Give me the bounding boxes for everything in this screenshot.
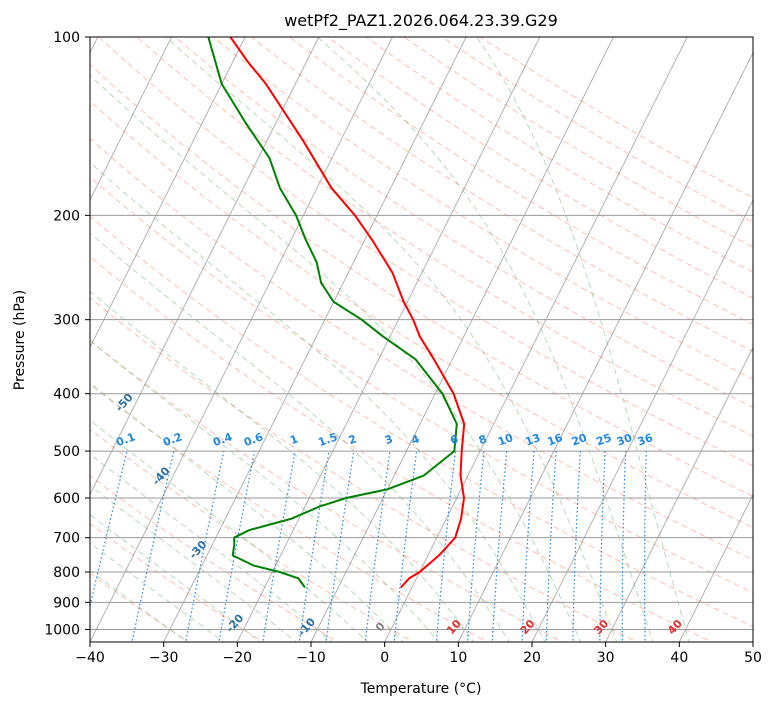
y-tick-label: 700 xyxy=(53,531,80,547)
mixing-ratio-line xyxy=(81,451,127,644)
dry-adiabat xyxy=(0,37,642,644)
y-axis-label: Pressure (hPa) xyxy=(12,290,28,390)
dry-adiabat xyxy=(0,37,193,644)
isotherm-line xyxy=(606,37,775,642)
isotherm-line xyxy=(90,37,393,642)
mixing-ratio-line xyxy=(326,451,354,644)
x-tick-label: 40 xyxy=(670,650,688,666)
dry-adiabat xyxy=(23,37,775,644)
isotherm-line xyxy=(679,37,775,642)
dry-adiabat xyxy=(0,37,342,644)
mixing-ratio-line xyxy=(492,451,507,644)
mixing-ratio-label: 0.4 xyxy=(211,430,234,449)
y-tick-label: 200 xyxy=(53,208,80,224)
dry-adiabat xyxy=(480,37,775,644)
moist-adiabat xyxy=(477,37,690,644)
dewpoint-profile xyxy=(208,37,456,588)
mixing-ratio-label: 6 xyxy=(448,432,460,447)
isotherm-line xyxy=(458,37,760,642)
isotherm-line xyxy=(385,37,688,642)
y-tick-label: 900 xyxy=(53,595,80,611)
isotherm-line xyxy=(0,37,245,642)
moist-adiabat xyxy=(0,37,476,644)
mixing-ratio-label: 2 xyxy=(347,432,359,447)
x-tick-label: −30 xyxy=(149,650,179,666)
isotherm-line xyxy=(753,37,775,642)
mixing-ratio-label: 0.1 xyxy=(114,430,137,449)
dry-adiabat xyxy=(0,37,267,644)
y-tick-label: 600 xyxy=(53,491,80,507)
x-tick-label: −10 xyxy=(296,650,326,666)
dry-adiabat xyxy=(0,37,567,644)
moist-adiabat xyxy=(0,37,263,644)
isotherm-label: 0 xyxy=(373,620,388,635)
mixing-ratio-line xyxy=(262,451,295,644)
x-tick-label: −20 xyxy=(223,650,253,666)
temperature-profile xyxy=(230,37,464,588)
mixing-ratio-label: 1.5 xyxy=(316,430,339,449)
mixing-ratio-label: 20 xyxy=(570,431,589,449)
mixing-ratio-label: 16 xyxy=(546,431,565,449)
x-axis-label: Temperature (°C) xyxy=(360,681,482,697)
y-tick-label: 800 xyxy=(53,565,80,581)
dry-adiabat xyxy=(0,37,492,644)
mixing-ratio-label: 10 xyxy=(496,431,515,449)
dry-adiabat xyxy=(251,37,775,644)
isotherm-line xyxy=(16,37,319,642)
chart-title: wetPf2_PAZ1.2026.064.23.39.G29 xyxy=(284,11,558,31)
mixing-ratio-label: 25 xyxy=(594,431,613,448)
mixing-ratio-label: 8 xyxy=(477,432,489,447)
x-tick-label: 20 xyxy=(523,650,541,666)
dry-adiabat xyxy=(61,37,775,644)
moist-adiabat xyxy=(0,37,191,644)
mixing-ratio-line xyxy=(546,451,556,644)
dry-adiabat xyxy=(175,37,775,644)
mixing-ratio-label: 13 xyxy=(523,431,542,448)
x-tick-label: 30 xyxy=(597,650,615,666)
y-tick-label: 100 xyxy=(53,30,80,46)
mixing-ratio-label: 4 xyxy=(410,432,422,447)
x-tick-label: −40 xyxy=(75,650,105,666)
y-tick-label: 1000 xyxy=(44,622,80,638)
mixing-ratio-label: 0.2 xyxy=(161,430,184,449)
mixing-ratio-line xyxy=(622,451,625,644)
moist-adiabat xyxy=(0,37,299,644)
mixing-ratio-label: 30 xyxy=(615,431,634,449)
y-tick-label: 400 xyxy=(53,387,80,403)
mixing-ratio-line xyxy=(522,451,534,644)
x-tick-label: 0 xyxy=(380,650,389,666)
dry-adiabat xyxy=(290,37,775,644)
dry-adiabat xyxy=(404,37,775,644)
moist-adiabat xyxy=(0,37,511,644)
dry-adiabat xyxy=(328,37,775,644)
x-tick-label: 10 xyxy=(449,650,467,666)
y-tick-label: 500 xyxy=(53,444,80,460)
x-tick-label: 50 xyxy=(744,650,762,666)
y-tick-label: 300 xyxy=(53,313,80,329)
moist-adiabat xyxy=(318,37,654,644)
isotherm-label: 40 xyxy=(665,617,685,637)
isotherm-label: 30 xyxy=(591,617,611,637)
mixing-ratio-line xyxy=(600,451,605,644)
dry-adiabat xyxy=(366,37,775,644)
